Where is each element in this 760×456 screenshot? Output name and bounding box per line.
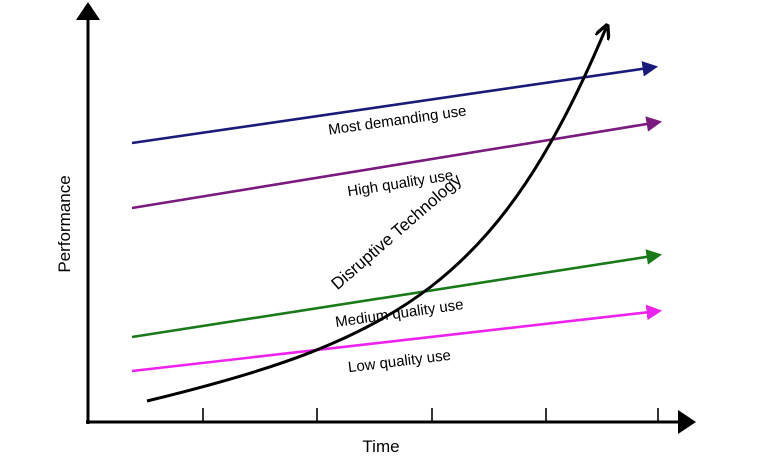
most-demanding-use-line	[131, 61, 659, 145]
low-quality-use-label: Low quality use	[347, 347, 452, 376]
low-quality-use-line	[131, 304, 663, 373]
y-axis-title: Performance	[55, 175, 74, 272]
x-axis	[86, 408, 696, 434]
medium-quality-use-line	[131, 249, 663, 339]
y-axis	[76, 2, 100, 424]
disruptive-technology-curve	[146, 28, 606, 403]
most-demanding-use-label: Most demanding use	[327, 102, 467, 138]
high-quality-use-line	[131, 116, 663, 210]
y-axis-arrow-icon	[76, 2, 100, 20]
x-axis-title: Time	[362, 437, 399, 456]
x-axis-arrow-icon	[678, 410, 696, 434]
